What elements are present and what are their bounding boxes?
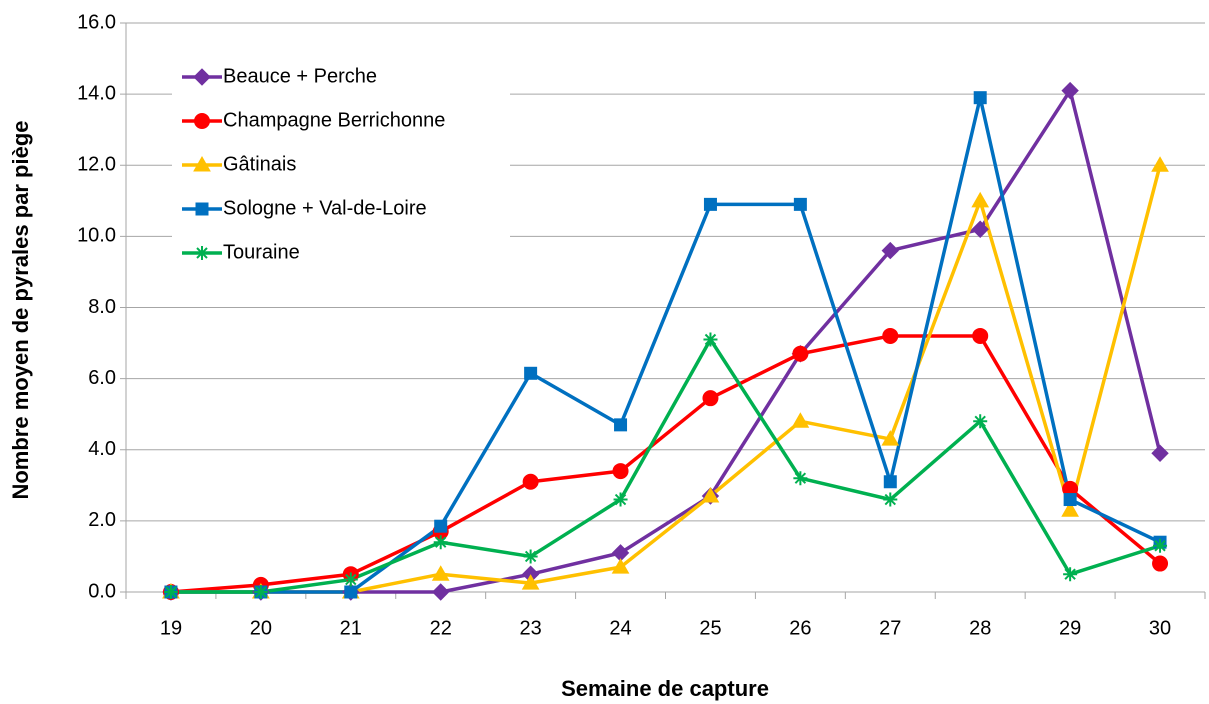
marker xyxy=(883,492,898,507)
x-tick-label: 26 xyxy=(789,617,811,639)
marker xyxy=(792,345,809,362)
marker xyxy=(344,585,358,599)
marker xyxy=(881,430,900,446)
legend-label: Touraine xyxy=(223,241,300,263)
series-line xyxy=(170,95,1161,594)
legend-label: Gâtinais xyxy=(223,153,296,175)
marker xyxy=(1063,493,1077,507)
series-line xyxy=(170,334,1162,594)
marker xyxy=(522,473,539,490)
y-tick-label: 0.0 xyxy=(88,580,116,602)
y-axis-title: Nombre moyen de pyrales par piège xyxy=(8,120,33,499)
y-tick-label: 6.0 xyxy=(88,367,116,389)
y-tick-label: 4.0 xyxy=(88,438,116,460)
x-tick-label: 23 xyxy=(520,617,542,639)
x-tick-label: 29 xyxy=(1059,617,1081,639)
marker xyxy=(701,486,720,503)
marker xyxy=(791,412,810,428)
marker xyxy=(253,585,268,599)
x-tick-label: 30 xyxy=(1149,617,1171,639)
x-tick-label: 27 xyxy=(879,617,901,639)
marker xyxy=(431,565,450,581)
marker xyxy=(521,574,540,590)
marker xyxy=(1153,538,1168,553)
marker xyxy=(524,366,538,380)
marker xyxy=(703,197,717,211)
marker xyxy=(882,327,899,344)
marker xyxy=(434,519,448,533)
y-tick-label: 16.0 xyxy=(77,11,116,33)
x-tick-label: 22 xyxy=(430,617,452,639)
marker xyxy=(611,558,630,574)
y-tick-label: 2.0 xyxy=(88,509,116,531)
legend-label: Sologne + Val-de-Loire xyxy=(223,197,427,219)
x-axis-title: Semaine de capture xyxy=(561,676,769,701)
legend-label: Beauce + Perche xyxy=(223,65,377,87)
marker xyxy=(1061,501,1079,517)
y-tick-label: 12.0 xyxy=(77,154,116,176)
marker xyxy=(973,91,987,105)
x-tick-label: 19 xyxy=(160,617,182,639)
marker xyxy=(194,113,210,129)
x-tick-label: 21 xyxy=(340,617,362,639)
y-tick-label: 8.0 xyxy=(88,296,116,318)
x-tick-label: 25 xyxy=(699,617,721,639)
marker xyxy=(883,475,897,489)
marker xyxy=(793,197,807,211)
marker xyxy=(793,471,808,486)
marker xyxy=(1151,156,1169,172)
marker xyxy=(612,463,629,480)
marker xyxy=(972,327,989,344)
marker xyxy=(973,414,988,429)
x-tick-label: 20 xyxy=(250,617,272,639)
legend-label: Champagne Berrichonne xyxy=(223,109,445,131)
marker xyxy=(613,492,628,507)
marker xyxy=(1063,567,1078,582)
marker xyxy=(523,549,538,564)
marker xyxy=(971,191,990,208)
x-tick-label: 28 xyxy=(969,617,991,639)
marker xyxy=(195,202,209,216)
marker xyxy=(703,332,718,347)
marker xyxy=(343,572,358,587)
marker xyxy=(702,390,719,407)
marker xyxy=(1151,444,1169,463)
marker xyxy=(193,155,211,172)
legend-background xyxy=(172,55,510,279)
y-tick-label: 10.0 xyxy=(77,225,116,247)
marker xyxy=(1061,81,1079,100)
marker xyxy=(614,418,628,432)
marker xyxy=(163,585,178,599)
marker xyxy=(1152,555,1169,572)
marker xyxy=(433,535,448,550)
y-tick-label: 14.0 xyxy=(77,82,116,104)
series-line xyxy=(170,337,1161,594)
marker xyxy=(432,583,450,601)
x-tick-label: 24 xyxy=(609,617,631,639)
marker xyxy=(193,68,211,86)
legend: Beauce + Perche Champagne Berrichonne Gâti… xyxy=(172,55,510,279)
marker xyxy=(881,241,899,260)
marker xyxy=(195,246,209,260)
marker xyxy=(971,220,989,238)
